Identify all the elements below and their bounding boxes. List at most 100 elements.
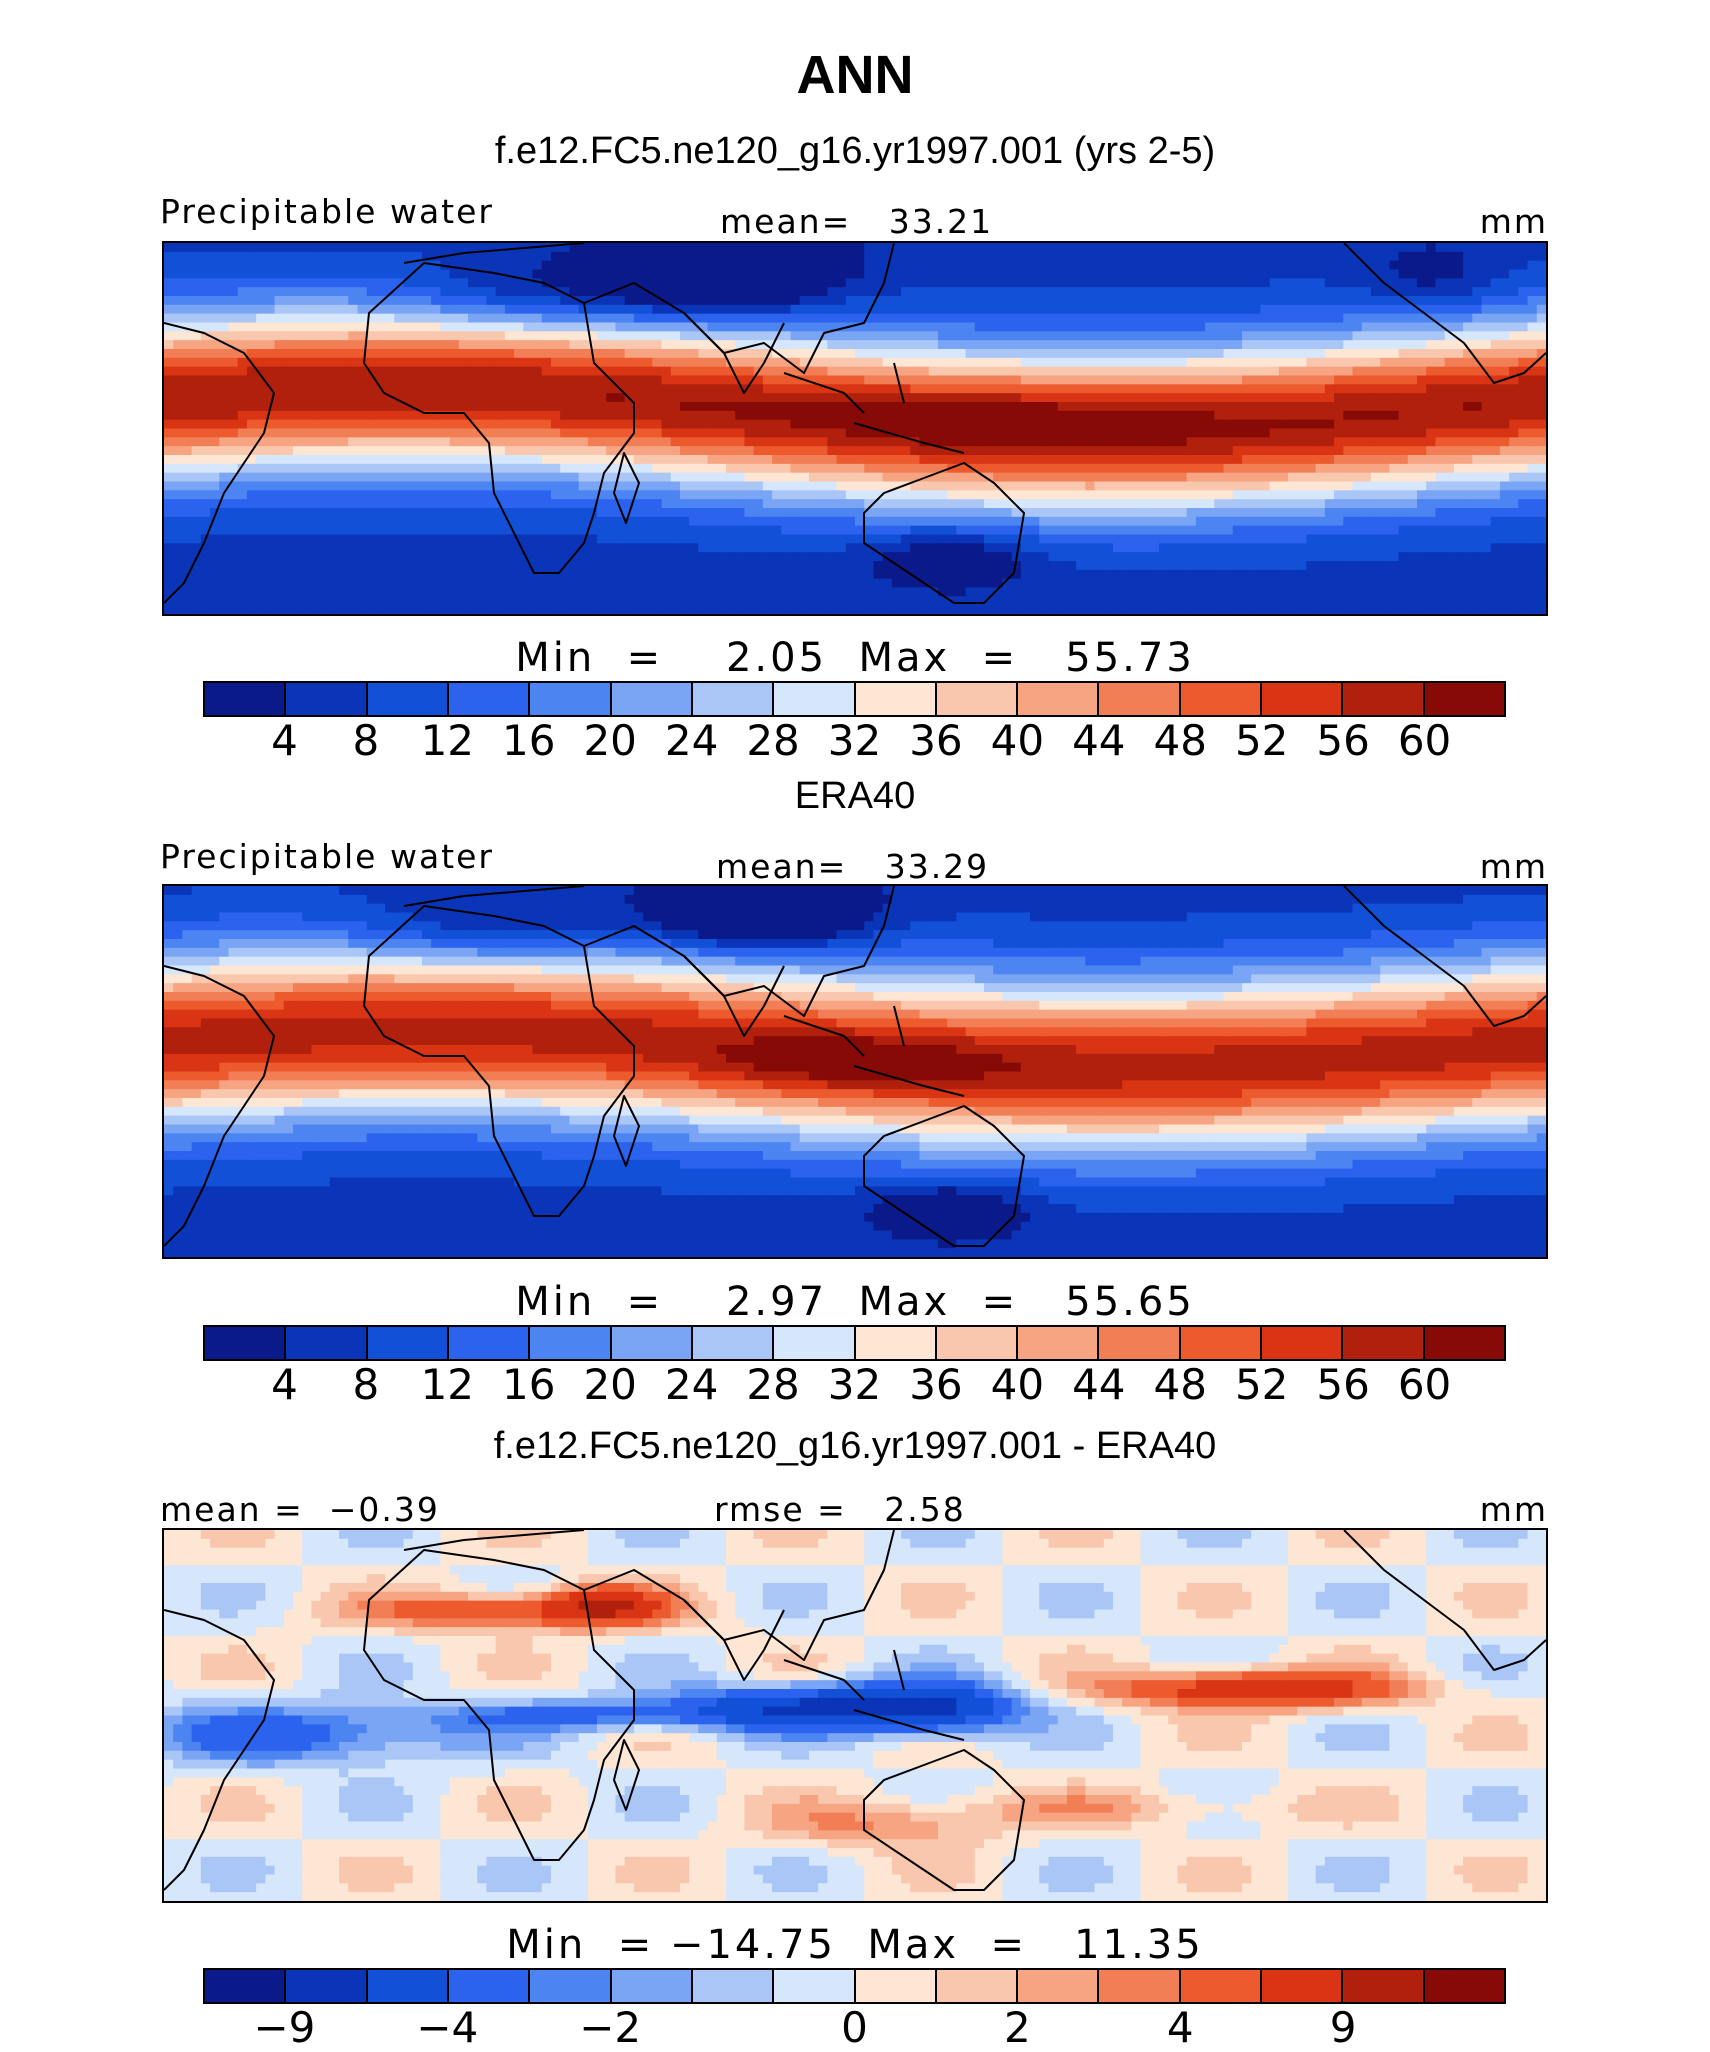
colorbar-swatch [448, 1327, 531, 1359]
colorbar-swatch [530, 1327, 612, 1359]
panel2-variable-label: Precipitable water [160, 837, 494, 876]
colorbar-tick-label: 52 [1234, 716, 1289, 765]
colorbar-tick-label: 44 [1072, 716, 1126, 765]
colorbar-swatch [1018, 683, 1100, 715]
colorbar-tick-label: 48 [1153, 1360, 1207, 1409]
colorbar-tick-label: 2 [1004, 2003, 1031, 2052]
colorbar-swatch [286, 1327, 368, 1359]
panel1-units-label: mm [1479, 202, 1548, 241]
panel3-colorbar-ticks: −9 −4 −2 0 2 4 9 [203, 2003, 1506, 2052]
panel2-map [162, 884, 1548, 1259]
colorbar-swatch [1018, 1970, 1100, 2002]
colorbar-swatch [205, 1970, 287, 2002]
colorbar-tick-label: 4 [271, 1360, 298, 1409]
colorbar-tick-label: 12 [420, 1360, 475, 1409]
colorbar-tick-label: −9 [253, 2003, 316, 2052]
panel1-mean-label: mean= 33.21 [720, 202, 994, 241]
colorbar-swatch [936, 1327, 1019, 1359]
colorbar-tick-label: 4 [271, 716, 298, 765]
colorbar-swatch [1262, 1327, 1344, 1359]
colorbar-tick-label: 24 [664, 1360, 719, 1409]
colorbar-tick-label: 9 [1329, 2003, 1357, 2052]
panel1-map [162, 241, 1548, 616]
colorbar-swatch [1180, 1327, 1263, 1359]
colorbar-tick-label: 36 [909, 716, 963, 765]
colorbar-tick-label: 56 [1316, 716, 1370, 765]
colorbar-tick-label: 60 [1397, 1360, 1452, 1409]
colorbar-tick-label: 0 [841, 2003, 868, 2052]
panel2-units-label: mm [1479, 847, 1548, 886]
panel1-colorbar [203, 681, 1506, 717]
colorbar-swatch [286, 1970, 368, 2002]
colorbar-swatch [1424, 683, 1504, 715]
panel3-contour-map [164, 1530, 1546, 1901]
colorbar-swatch [774, 1327, 856, 1359]
colorbar-swatch [611, 1970, 693, 2002]
colorbar-swatch [855, 683, 937, 715]
panel1-variable-label: Precipitable water [160, 192, 494, 231]
panel2-minmax: Min = 2.97 Max = 55.65 [515, 1279, 1195, 1325]
colorbar-tick-label: 4 [1166, 2003, 1194, 2052]
colorbar-tick-label: 24 [664, 716, 719, 765]
colorbar-swatch [936, 683, 1019, 715]
panel3-mean-label: mean = −0.39 [160, 1490, 440, 1529]
colorbar-tick-label: 48 [1153, 716, 1207, 765]
colorbar-tick-label: 52 [1234, 1360, 1289, 1409]
colorbar-swatch [855, 1327, 937, 1359]
panel1-colorbar-ticks: 4 8 12 16 20 24 28 32 36 40 44 48 52 56 60 [203, 716, 1506, 766]
colorbar-swatch [936, 1970, 1019, 2002]
colorbar-swatch [1099, 1327, 1181, 1359]
colorbar-tick-label: 44 [1072, 1360, 1126, 1409]
colorbar-tick-label: 60 [1397, 716, 1452, 765]
colorbar-swatch [1262, 1970, 1344, 2002]
colorbar-swatch [286, 683, 368, 715]
colorbar-swatch [367, 1327, 449, 1359]
panel3-map [162, 1528, 1548, 1903]
colorbar-swatch [205, 1327, 287, 1359]
colorbar-swatch [367, 1970, 449, 2002]
panel1-contour-map [164, 243, 1546, 614]
panel2-mean-label: mean= 33.29 [716, 847, 990, 886]
panel3-minmax: Min = −14.75 Max = 11.35 [506, 1922, 1204, 1968]
colorbar-swatch [1343, 1327, 1425, 1359]
colorbar-swatch [611, 1327, 693, 1359]
colorbar-swatch [1180, 1970, 1263, 2002]
panel2-colorbar [203, 1325, 1506, 1361]
colorbar-tick-label: 36 [909, 1360, 963, 1409]
colorbar-swatch [855, 1970, 937, 2002]
panel2-colorbar-ticks: 4 8 12 16 20 24 28 32 36 40 44 48 52 56 60 [203, 1360, 1506, 1410]
colorbar-tick-label: 28 [746, 1360, 800, 1409]
colorbar-swatch [611, 683, 693, 715]
colorbar-swatch [1099, 683, 1181, 715]
colorbar-swatch [367, 683, 449, 715]
panel2-subtitle: ERA40 [794, 775, 916, 817]
colorbar-tick-label: 8 [352, 716, 380, 765]
colorbar-tick-label: 40 [990, 716, 1045, 765]
colorbar-tick-label: 56 [1316, 1360, 1370, 1409]
colorbar-tick-label: 12 [420, 716, 475, 765]
colorbar-swatch [448, 1970, 531, 2002]
colorbar-tick-label: −4 [416, 2003, 479, 2052]
colorbar-swatch [1262, 683, 1344, 715]
colorbar-tick-label: 32 [827, 1360, 882, 1409]
colorbar-tick-label: −2 [579, 2003, 642, 2052]
colorbar-tick-label: 16 [502, 1360, 556, 1409]
colorbar-swatch [1180, 683, 1263, 715]
colorbar-swatch [1424, 1327, 1504, 1359]
colorbar-swatch [692, 1327, 775, 1359]
panel1-minmax: Min = 2.05 Max = 55.73 [515, 635, 1195, 681]
colorbar-tick-label: 28 [746, 716, 800, 765]
colorbar-tick-label: 20 [583, 716, 637, 765]
panel1-subtitle: f.e12.FC5.ne120_g16.yr1997.001 (yrs 2-5) [494, 130, 1216, 172]
colorbar-swatch [1343, 1970, 1425, 2002]
colorbar-swatch [1099, 1970, 1181, 2002]
panel3-units-label: mm [1479, 1490, 1548, 1529]
colorbar-tick-label: 40 [990, 1360, 1045, 1409]
colorbar-swatch [530, 1970, 612, 2002]
panel3-subtitle: f.e12.FC5.ne120_g16.yr1997.001 - ERA40 [493, 1425, 1217, 1467]
colorbar-swatch [1343, 683, 1425, 715]
colorbar-swatch [692, 683, 775, 715]
panel3-colorbar [203, 1968, 1506, 2004]
colorbar-swatch [530, 683, 612, 715]
colorbar-tick-label: 8 [352, 1360, 380, 1409]
